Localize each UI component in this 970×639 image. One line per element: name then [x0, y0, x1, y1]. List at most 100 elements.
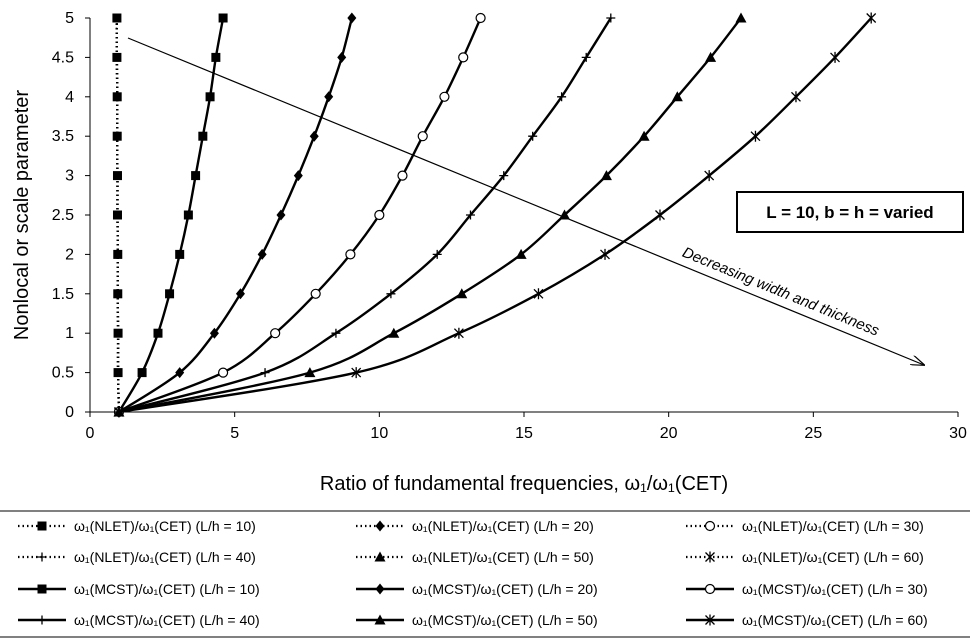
data-point-star — [351, 367, 362, 379]
data-point-triangle — [638, 130, 650, 141]
data-point-diamond — [235, 288, 245, 300]
data-point-circle — [458, 52, 469, 63]
data-point-triangle — [735, 12, 747, 23]
data-point-square — [137, 368, 147, 378]
series-group — [112, 12, 877, 418]
parameter-box — [736, 191, 964, 233]
data-point-plus — [386, 289, 396, 299]
data-point-square — [112, 13, 122, 23]
data-point-square — [153, 328, 163, 338]
series-mcst-star — [113, 12, 877, 418]
x-tick-label: 30 — [949, 425, 967, 442]
data-point-diamond — [324, 91, 334, 103]
legend-label: ω₁(NLET)/ω₁(CET) (L/h = 10) — [74, 518, 256, 534]
legend-item: ω₁(MCST)/ω₁(CET) (L/h = 60) — [686, 612, 928, 628]
x-tick-label: 10 — [370, 425, 388, 442]
data-point-diamond — [276, 209, 286, 221]
y-axis-title: Nonlocal or scale parameter — [11, 90, 33, 340]
data-point-square — [211, 52, 221, 62]
legend-item: ω₁(MCST)/ω₁(CET) (L/h = 50) — [356, 612, 598, 628]
x-ticks: 0 5 10 15 20 25 30 — [86, 412, 967, 442]
data-point-plus — [432, 249, 442, 259]
data-point-square — [175, 249, 185, 259]
data-point-star — [705, 551, 715, 563]
data-point-diamond — [175, 367, 185, 379]
y-tick-label: 5 — [65, 10, 74, 27]
y-tick-label: 1.5 — [52, 286, 74, 303]
data-point-plus — [581, 52, 591, 62]
data-point-star — [113, 406, 124, 418]
x-tick-label: 20 — [660, 425, 678, 442]
y-tick-label: 0 — [65, 404, 74, 421]
data-point-plus — [606, 13, 616, 23]
y-ticks: 0 0.5 1 1.5 2 2.5 3 3.5 4 4.5 5 — [52, 10, 90, 421]
legend-label: ω₁(NLET)/ω₁(CET) (L/h = 40) — [74, 549, 256, 565]
data-point-triangle — [388, 327, 400, 338]
series-line — [118, 17, 612, 414]
legend-item: ω₁(NLET)/ω₁(CET) (L/h = 10) — [18, 518, 256, 534]
data-point-star — [830, 51, 840, 63]
series-mcst-triangle — [113, 12, 747, 417]
series-line — [118, 17, 482, 414]
legend-item: ω₁(MCST)/ω₁(CET) (L/h = 30) — [686, 581, 928, 597]
data-point-diamond — [293, 170, 303, 182]
data-point-star — [533, 288, 544, 300]
data-point-star — [866, 12, 877, 24]
legend-item: ω₁(MCST)/ω₁(CET) (L/h = 10) — [18, 581, 260, 597]
data-point-star — [600, 248, 610, 260]
data-point-plus — [465, 210, 475, 220]
legend-item: ω₁(NLET)/ω₁(CET) (L/h = 50) — [356, 549, 594, 565]
data-point-circle — [310, 288, 321, 299]
data-point-square — [191, 171, 201, 181]
data-point-circle — [397, 170, 408, 181]
data-point-diamond — [209, 327, 219, 339]
legend: ω₁(NLET)/ω₁(CET) (L/h = 10) ω₁(NLET)/ω₁(C… — [0, 510, 970, 638]
legend-item: ω₁(MCST)/ω₁(CET) (L/h = 40) — [18, 612, 260, 628]
series-mcst-diamond — [114, 12, 357, 418]
data-point-square — [37, 584, 47, 594]
x-tick-label: 25 — [804, 425, 822, 442]
data-point-square — [112, 210, 122, 220]
data-point-diamond — [337, 51, 347, 63]
legend-label: ω₁(MCST)/ω₁(CET) (L/h = 10) — [74, 581, 260, 597]
data-point-plus — [260, 368, 270, 378]
data-point-diamond — [375, 583, 385, 595]
y-tick-label: 2.5 — [52, 207, 74, 224]
data-point-circle — [345, 249, 356, 260]
data-point-circle — [704, 520, 716, 532]
data-point-star — [705, 614, 715, 626]
data-point-square — [113, 368, 123, 378]
legend-item: ω₁(NLET)/ω₁(CET) (L/h = 30) — [686, 518, 924, 534]
legend-label: ω₁(NLET)/ω₁(CET) (L/h = 50) — [412, 549, 594, 565]
series-line — [117, 17, 225, 413]
data-point-square — [112, 171, 122, 181]
y-tick-label: 4.5 — [52, 49, 74, 66]
data-point-star — [791, 91, 801, 103]
data-point-square — [198, 131, 208, 141]
data-point-square — [218, 13, 228, 23]
data-point-triangle — [515, 248, 527, 259]
data-point-diamond — [347, 12, 357, 24]
y-tick-label: 3.5 — [52, 128, 74, 145]
legend-label: ω₁(MCST)/ω₁(CET) (L/h = 40) — [74, 612, 260, 628]
data-point-circle — [417, 131, 428, 142]
data-point-diamond — [375, 520, 385, 532]
data-point-plus — [557, 92, 567, 102]
data-point-square — [113, 328, 123, 338]
data-point-circle — [270, 328, 281, 339]
y-tick-label: 3 — [65, 168, 74, 185]
data-point-square — [205, 92, 215, 102]
data-point-circle — [217, 367, 229, 378]
x-tick-label: 5 — [230, 425, 239, 442]
x-axis-title: Ratio of fundamental frequencies, ω₁/ω₁(… — [320, 473, 728, 495]
legend-label: ω₁(NLET)/ω₁(CET) (L/h = 60) — [742, 549, 924, 565]
legend-item: ω₁(MCST)/ω₁(CET) (L/h = 20) — [356, 581, 598, 597]
x-tick-label: 15 — [515, 425, 533, 442]
legend-label: ω₁(MCST)/ω₁(CET) (L/h = 30) — [742, 581, 928, 597]
data-point-circle — [439, 91, 450, 102]
data-point-plus — [37, 552, 47, 562]
y-tick-label: 2 — [65, 246, 74, 263]
legend-label: ω₁(NLET)/ω₁(CET) (L/h = 30) — [742, 518, 924, 534]
data-point-star — [704, 170, 715, 182]
legend-item: ω₁(NLET)/ω₁(CET) (L/h = 60) — [686, 549, 924, 565]
